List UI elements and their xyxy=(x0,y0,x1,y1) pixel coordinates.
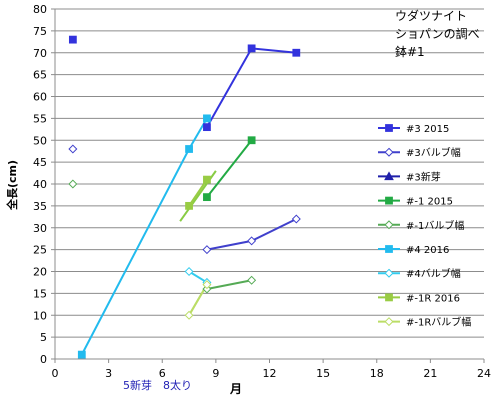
data-point xyxy=(247,136,256,145)
chart-title-line: 鉢#1 xyxy=(395,45,425,59)
data-point xyxy=(203,175,211,184)
x-tick-label: 21 xyxy=(423,367,437,380)
data-point xyxy=(291,214,301,224)
y-tick-label: 60 xyxy=(33,91,47,104)
data-point xyxy=(292,48,301,57)
x-axis-label: 月 xyxy=(229,382,242,396)
data-point xyxy=(185,145,193,153)
y-tick-label: 30 xyxy=(33,222,47,235)
series-line xyxy=(206,47,297,128)
legend-marker xyxy=(385,245,393,253)
x-tick-labels: 0 3 6 9 12 15 18 21 24 xyxy=(52,367,492,380)
legend-marker xyxy=(384,220,394,230)
legend: #3 2015 #3バルブ幅 #3新芽 #-1 2015 #-1バルブ幅 #4 2016 #… xyxy=(378,124,471,329)
chart-title-line: ショパンの調べ xyxy=(395,27,480,41)
data-point xyxy=(247,44,256,53)
data-point xyxy=(203,193,211,202)
legend-label: #3バルブ幅 xyxy=(406,146,461,159)
series-line xyxy=(188,179,208,207)
data-point xyxy=(185,201,193,210)
legend-label: #-1Rバルブ幅 xyxy=(406,316,471,329)
series-line xyxy=(80,117,208,356)
legend-marker xyxy=(385,196,393,205)
y-tick-label: 70 xyxy=(33,47,47,60)
data-points xyxy=(68,35,301,359)
data-point xyxy=(203,123,211,132)
y-tick-label: 50 xyxy=(33,134,47,147)
series-line xyxy=(206,279,252,290)
x-tick-label: 24 xyxy=(477,367,491,380)
y-tick-label: 80 xyxy=(33,3,47,16)
legend-label: #-1 2015 xyxy=(406,197,453,208)
legend-label: #-1R 2016 xyxy=(406,293,460,304)
legend-marker xyxy=(384,171,394,181)
series-line xyxy=(188,270,208,284)
y-tick-label: 75 xyxy=(33,25,47,38)
y-tick-label: 65 xyxy=(33,69,47,82)
y-tick-label: 35 xyxy=(33,200,47,213)
data-point xyxy=(68,35,77,44)
data-point xyxy=(68,144,78,154)
y-tick-label: 25 xyxy=(33,244,47,257)
legend-marker xyxy=(385,124,393,132)
data-point xyxy=(203,114,211,123)
y-tick-label: 20 xyxy=(33,266,47,279)
x-tick-label: 12 xyxy=(263,367,277,380)
x-tick-label: 3 xyxy=(105,367,112,380)
x-tick-label: 9 xyxy=(212,367,219,380)
y-tick-label: 55 xyxy=(33,112,47,125)
legend-marker xyxy=(384,317,394,327)
y-tick-label: 15 xyxy=(33,287,47,300)
y-tick-label: 10 xyxy=(33,309,47,322)
y-tick-label: 45 xyxy=(33,156,47,169)
x-tick-label: 15 xyxy=(316,367,330,380)
legend-label: #-1バルブ幅 xyxy=(406,219,464,232)
data-point xyxy=(68,179,78,189)
x-axis-annotation: 5新芽 8太り xyxy=(123,378,192,392)
x-tick-label: 6 xyxy=(159,367,166,380)
x-tick-label: 18 xyxy=(370,367,384,380)
grid-lines xyxy=(55,8,484,338)
data-point xyxy=(77,350,86,359)
data-point xyxy=(184,266,194,277)
axes xyxy=(51,8,485,363)
chart-title-line: ウダツナイト xyxy=(395,8,467,23)
y-tick-label: 5 xyxy=(40,331,47,344)
series-lines xyxy=(80,47,297,356)
y-tick-label: 40 xyxy=(33,178,47,191)
legend-label: #4バルブ幅 xyxy=(406,267,461,280)
legend-marker xyxy=(385,293,393,302)
x-tick-label: 0 xyxy=(52,367,59,380)
legend-marker xyxy=(384,147,394,157)
data-point xyxy=(202,245,212,255)
data-point xyxy=(202,280,212,290)
legend-label: #3新芽 xyxy=(406,170,441,183)
data-point xyxy=(184,310,194,320)
y-axis-label: 全長(cm) xyxy=(5,160,19,211)
data-point xyxy=(247,275,257,285)
data-point xyxy=(247,236,257,246)
y-tick-label: 0 xyxy=(40,353,47,366)
legend-marker xyxy=(384,268,394,278)
series-line xyxy=(206,139,253,198)
legend-label: #3 2015 xyxy=(406,124,449,135)
legend-label: #4 2016 xyxy=(406,245,449,256)
y-tick-labels: 0 5 10 15 20 25 30 35 40 45 50 55 60 65 70 75 80 xyxy=(33,3,47,366)
